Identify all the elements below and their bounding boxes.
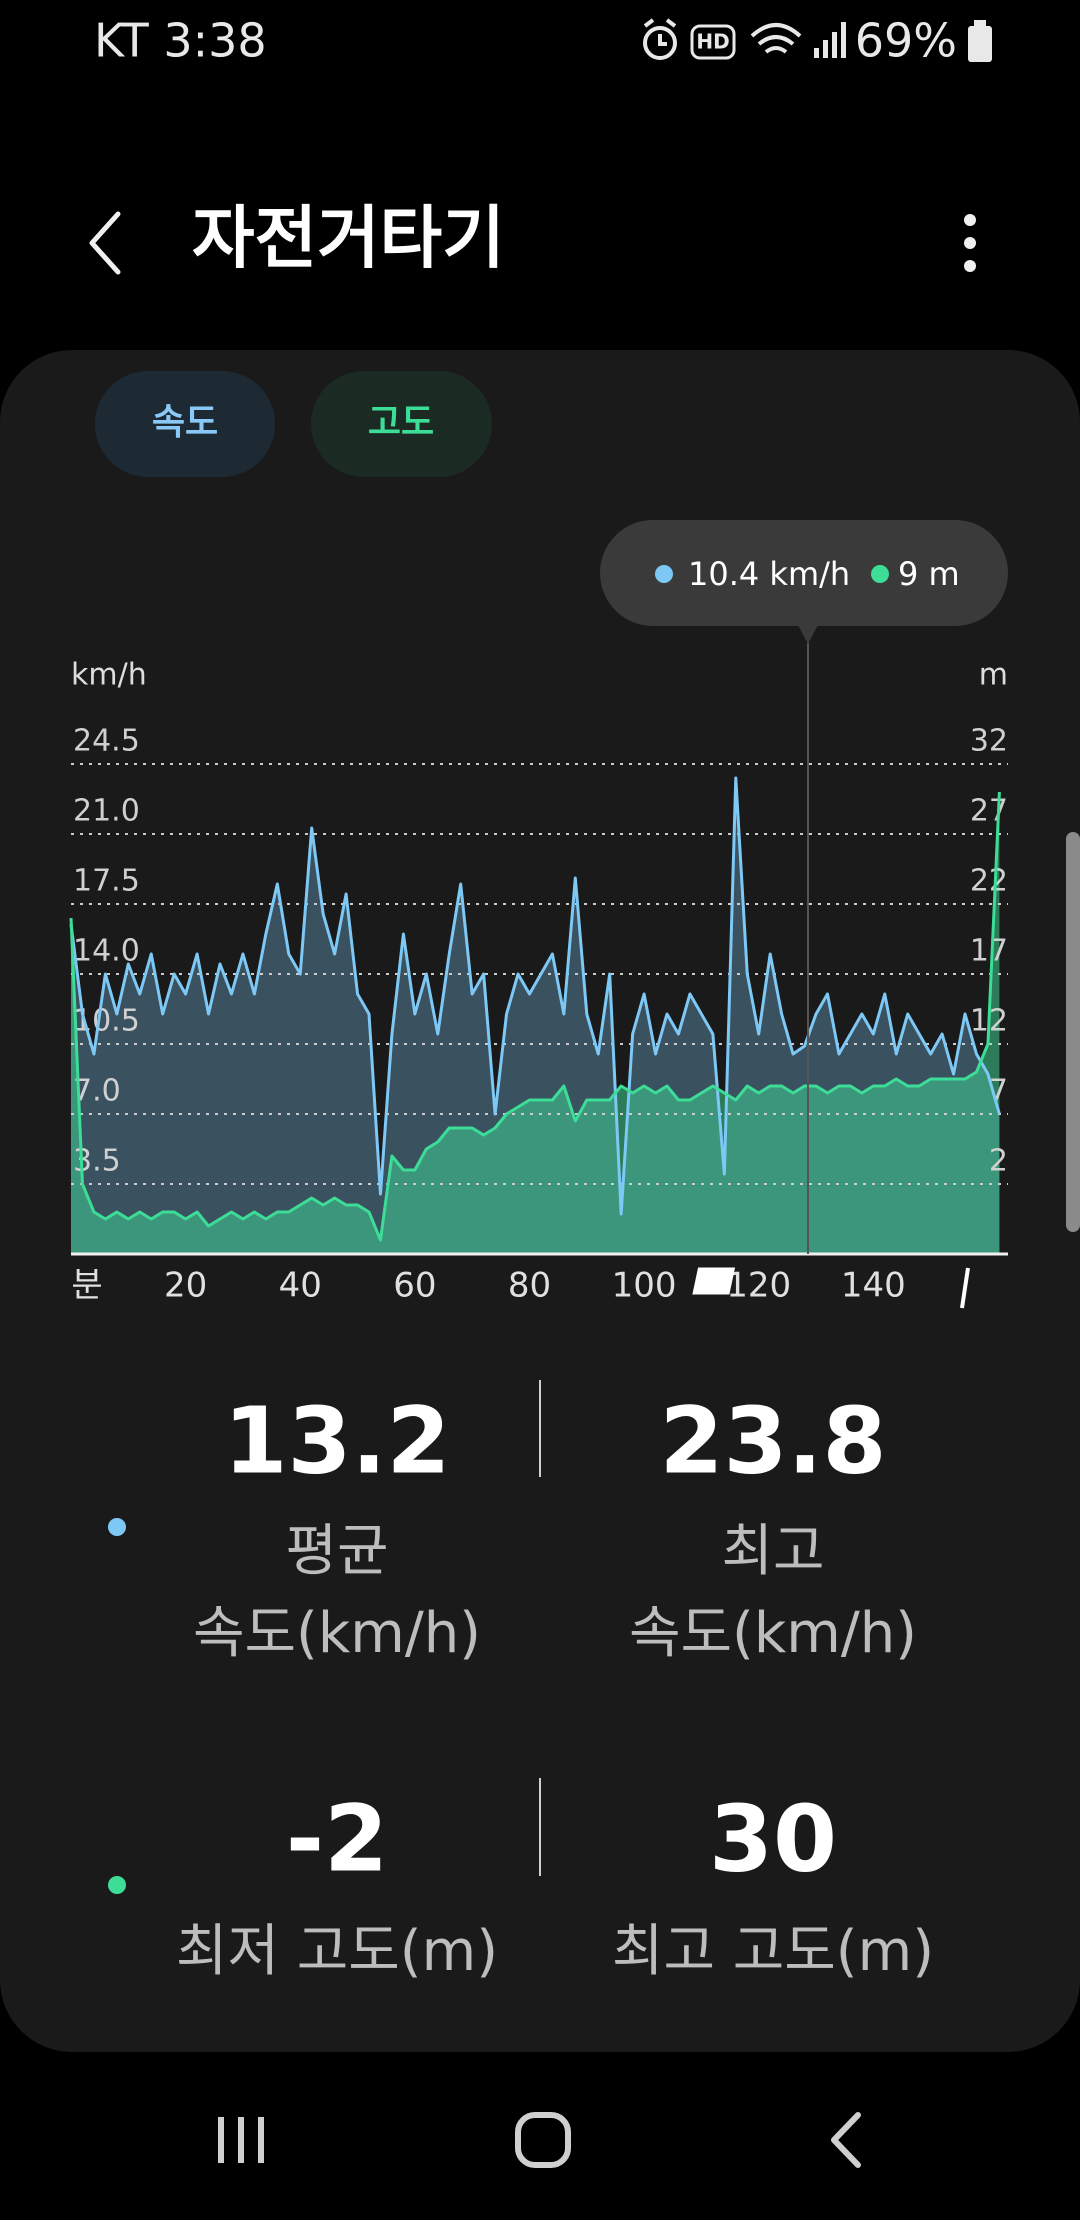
finish-flag-icon (692, 1267, 1004, 1309)
stat-value: -2 (286, 1785, 388, 1892)
y2-axis-label: m (979, 658, 1008, 693)
speed-tab[interactable] (95, 371, 275, 477)
tooltip-label: 9 m (898, 555, 960, 593)
y2-tick-label: 32 (970, 724, 1008, 759)
tooltip (600, 520, 1008, 626)
y2-tick-label: 27 (970, 794, 1008, 829)
y2-tick-label: 22 (970, 864, 1008, 899)
y2-tick-label: 2 (989, 1144, 1008, 1179)
altitude-dot (108, 1876, 126, 1894)
y-tick-label: 24.5 (73, 724, 140, 759)
nav-back-button[interactable] (831, 2112, 861, 2168)
stat-label: 속도(km/h) (629, 1601, 917, 1666)
status-time: KT 3:38 (94, 14, 267, 68)
x-axis-label: 분 (71, 1266, 102, 1306)
y-tick-label: 14.0 (73, 934, 140, 969)
x-tick-label: 20 (164, 1266, 207, 1306)
y-axis-label: km/h (71, 658, 147, 693)
more-menu[interactable] (964, 214, 976, 272)
y-tick-label: 17.5 (73, 864, 140, 899)
y2-tick-label: 7 (989, 1074, 1008, 1109)
tooltip-label: 10.4 km/h (688, 555, 850, 593)
tooltip-pointer (797, 625, 818, 644)
x-tick-label: 60 (393, 1266, 436, 1306)
stat-label: 최저 고도(m) (176, 1919, 498, 1984)
stat-label: 최고 (721, 1519, 824, 1584)
stat-value: 13.2 (224, 1387, 451, 1494)
flag (692, 1267, 736, 1295)
scrollbar (1066, 832, 1080, 1232)
series-line (69, 776, 1001, 1216)
flag-check (968, 1281, 980, 1294)
home-button[interactable] (515, 2112, 571, 2168)
flag-check (992, 1281, 1004, 1294)
stat-label: 평균 (285, 1519, 388, 1584)
tooltip-dot (871, 565, 889, 583)
y2-tick-label: 17 (970, 934, 1008, 969)
stat-value: 23.8 (660, 1387, 887, 1494)
flag-check (980, 1268, 992, 1281)
stat-label: 최고 고도(m) (612, 1919, 934, 1984)
back-button[interactable] (89, 211, 121, 275)
hd-icon (690, 24, 736, 60)
x-tick-label: 140 (841, 1266, 906, 1306)
area (71, 792, 1000, 1254)
flag-pole (960, 1267, 970, 1309)
altitude-tab[interactable] (311, 371, 492, 477)
stat-label: 속도(km/h) (193, 1601, 481, 1666)
wifi-icon (750, 23, 802, 54)
recents-button[interactable] (218, 2117, 264, 2163)
page-title: 자전거타기 (192, 200, 505, 279)
y-tick-label: 7.0 (73, 1074, 121, 1109)
altitude-tab-label[interactable]: 고도 (368, 402, 434, 443)
x-tick-label: 120 (726, 1266, 791, 1306)
hd-label: HD (696, 30, 729, 54)
speed-tab-label[interactable]: 속도 (152, 402, 218, 443)
alarm-icon (643, 18, 677, 60)
stat-value: 30 (709, 1785, 837, 1892)
chart: km/h m3.57.010.514.017.521.024.5271217222… (69, 520, 1008, 1309)
x-tick-label: 80 (508, 1266, 551, 1306)
battery-icon (968, 20, 992, 62)
battery-percent: 69% (855, 14, 957, 68)
signal-icon (814, 22, 846, 58)
series-line (69, 791, 1001, 1242)
y-tick-label: 21.0 (73, 794, 140, 829)
tooltip-dot (655, 565, 673, 583)
x-tick-label: 100 (612, 1266, 677, 1306)
x-tick-label: 40 (279, 1266, 322, 1306)
speed-dot (108, 1518, 126, 1536)
